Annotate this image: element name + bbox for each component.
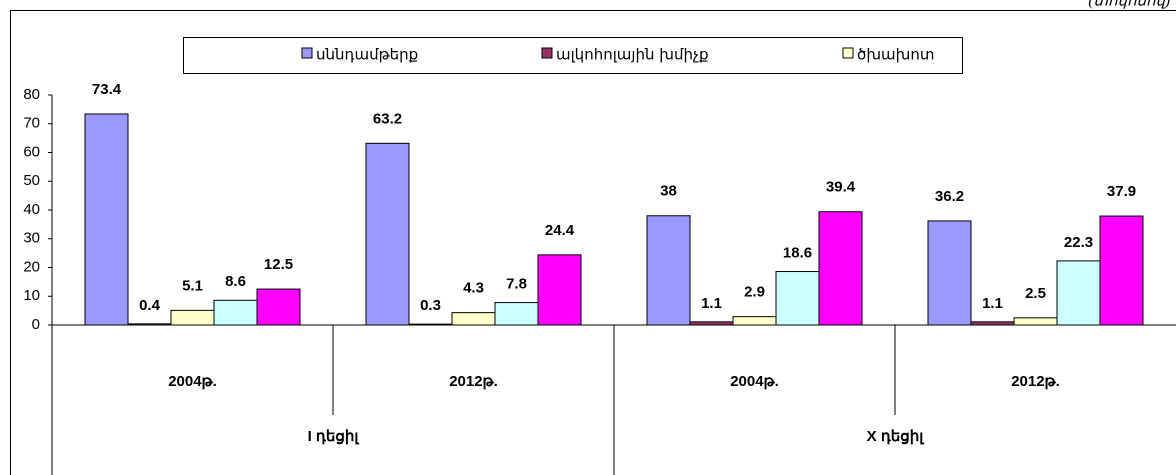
bar — [1099, 215, 1144, 326]
data-label: 5.1 — [182, 277, 203, 294]
legend-label: սննդամթերք — [316, 46, 418, 64]
bar — [408, 323, 453, 326]
data-label: 39.4 — [826, 179, 856, 196]
data-label: 4.3 — [463, 280, 484, 297]
x-tick-label: 2004թ. — [168, 373, 217, 390]
data-label: 2.5 — [1025, 285, 1046, 302]
data-label: 1.1 — [982, 295, 1003, 312]
y-tick-label: 80 — [23, 86, 40, 103]
y-tick-label: 70 — [23, 115, 40, 132]
bar — [365, 142, 410, 326]
data-label: 22.3 — [1064, 234, 1093, 251]
x-tick-label: 2012թ. — [1011, 373, 1060, 390]
group-label: I դեցիլ — [308, 428, 360, 445]
data-label: 8.6 — [225, 273, 246, 290]
data-label: 63.2 — [373, 110, 402, 127]
bar — [689, 321, 734, 326]
legend-swatch — [842, 47, 854, 59]
bar — [927, 220, 972, 326]
legend-label: ալկոհոլային խմիչք — [556, 46, 709, 64]
data-label: 73.4 — [92, 81, 122, 98]
y-tick-label: 10 — [23, 287, 40, 304]
bar — [537, 254, 582, 326]
bar — [1013, 317, 1058, 326]
y-tick-label: 20 — [23, 258, 40, 275]
data-label: 2.9 — [744, 284, 765, 301]
data-label: 37.9 — [1107, 183, 1136, 200]
group-label: X դեցիլ — [867, 428, 925, 445]
data-label: 38 — [660, 183, 677, 200]
bar — [1056, 260, 1101, 326]
bar — [646, 215, 691, 326]
bar — [494, 302, 539, 326]
data-label: 18.6 — [783, 244, 812, 261]
data-label: 36.2 — [935, 188, 964, 205]
data-label: 0.3 — [420, 297, 441, 314]
data-label: 24.4 — [545, 222, 575, 239]
data-label: 0.4 — [139, 297, 161, 314]
bar — [256, 288, 301, 326]
data-label: 7.8 — [506, 276, 527, 293]
legend-box — [183, 37, 963, 74]
bar — [127, 323, 172, 326]
y-tick-label: 30 — [23, 230, 40, 247]
data-label: 12.5 — [264, 256, 293, 273]
legend-label: ծխախոտ — [857, 46, 934, 64]
bar — [970, 321, 1015, 326]
chart-frame — [10, 10, 1176, 475]
bar — [451, 312, 496, 326]
unit-note: (տոկոսով) — [1088, 0, 1170, 9]
x-tick-label: 2004թ. — [730, 373, 779, 390]
bar — [775, 271, 820, 326]
legend-swatch — [301, 47, 313, 59]
bar — [213, 299, 258, 326]
y-tick-label: 40 — [23, 201, 40, 218]
bar — [84, 113, 129, 326]
y-tick-label: 60 — [23, 143, 40, 160]
bar — [818, 211, 863, 326]
legend-swatch — [541, 47, 553, 59]
x-tick-label: 2012թ. — [449, 373, 498, 390]
bar — [170, 309, 215, 326]
y-tick-label: 0 — [32, 316, 40, 333]
data-label: 1.1 — [701, 295, 722, 312]
bar — [732, 316, 777, 326]
y-tick-label: 50 — [23, 172, 40, 189]
